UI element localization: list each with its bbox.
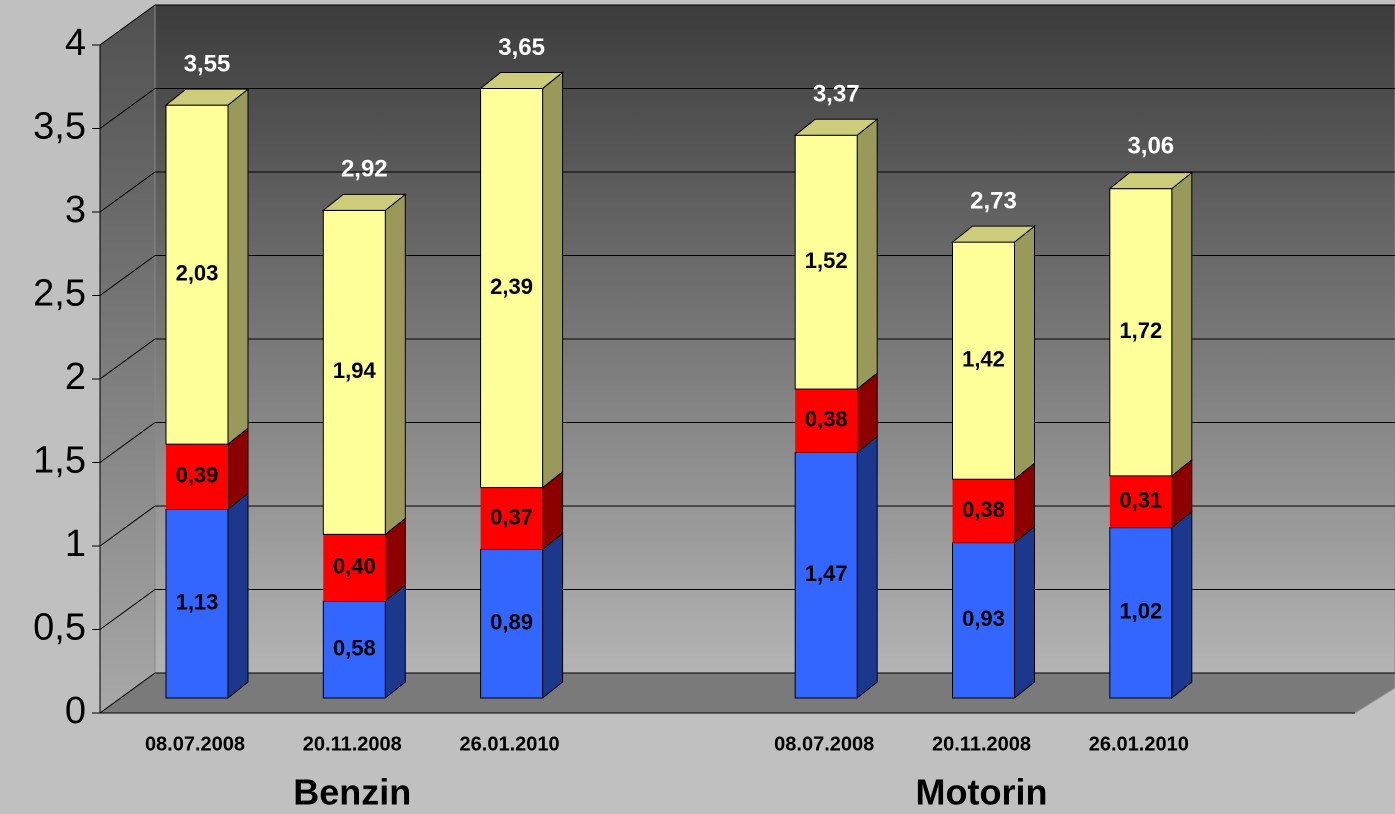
grid-line-side [99,171,156,213]
bar-side [227,88,249,446]
bar-segment [1109,475,1172,528]
grid-line-side [99,88,156,129]
bar-side [227,492,249,700]
y-tick-label: 3,5 [33,106,86,148]
bar-segment [795,389,858,453]
segment-label: 0,89 [490,609,533,634]
bar-top [164,88,250,106]
y-tick-label: 1 [65,523,86,565]
bar-segment [480,487,543,550]
y-tick-label: 0,5 [33,607,86,649]
bar-top [321,193,407,211]
segment-label: 1,52 [805,248,848,273]
total-label: 2,73 [970,187,1017,214]
segment-label: 1,02 [1119,599,1162,624]
bar-segment [1109,188,1173,477]
bar-side [542,71,564,489]
grid-line-side [99,4,156,46]
segment-label: 0,31 [1119,488,1162,513]
segment-label: 0,38 [805,407,848,432]
bar-segment [794,452,858,699]
bar-segment [952,542,1015,699]
grid-line-side [99,589,156,630]
bar-segment [166,444,228,510]
grid-line-side [99,505,156,547]
grid-line-side [99,255,156,296]
total-label: 3,37 [813,81,860,108]
segment-label: 2,39 [490,274,533,299]
bar-segment [480,87,544,489]
y-tick-label: 1,5 [33,440,86,482]
segment-label: 1,47 [805,561,848,586]
segment-label: 1,42 [962,346,1005,371]
y-tick-label: 3 [65,189,86,231]
bar-segment [480,548,544,699]
bar-segment [322,209,386,535]
bar-side [1171,171,1193,477]
x-tick-label: 20.11.2008 [303,733,402,755]
total-label: 3,55 [184,50,231,77]
bar-side [542,532,564,700]
segment-label: 0,38 [962,497,1005,522]
bar-segment [952,241,1015,480]
bar-top [793,118,879,136]
grid-line-side [99,338,156,380]
bar-segment [165,104,229,445]
x-tick-label: 08.07.2008 [145,733,245,755]
group-label: Motorin [916,772,1048,813]
total-label: 3,06 [1127,132,1174,159]
group-label: Benzin [293,772,411,813]
x-tick-label: 20.11.2008 [932,733,1031,755]
y-tick-label: 0 [65,690,86,732]
bar-segment [165,508,229,699]
segment-label: 0,93 [962,606,1005,631]
bar-side [1014,525,1035,700]
bar-segment [794,134,858,390]
segment-label: 0,39 [176,463,219,488]
segment-label: 1,72 [1119,318,1162,343]
bar-side [1171,510,1193,700]
bar-segment [323,534,386,602]
bar-side [856,118,878,391]
bar-side [384,193,406,536]
x-tick-label: 08.07.2008 [774,733,874,755]
segment-label: 0,40 [333,554,376,579]
y-tick-label: 2,5 [33,273,86,315]
bar-top [951,225,1036,243]
segment-label: 0,58 [333,635,376,660]
bar-side [384,584,406,700]
total-label: 3,65 [498,34,545,61]
segment-label: 1,94 [333,358,377,383]
bar-top [479,71,565,89]
y-tick-label: 4 [65,22,86,64]
segment-label: 2,03 [176,260,219,285]
segment-label: 1,13 [176,589,219,614]
grid-line-side [99,422,156,463]
x-tick-label: 26.01.2010 [1089,733,1189,755]
bar-side [1014,225,1035,481]
bar-segment [952,479,1015,543]
bar-segment [1109,527,1173,699]
bar-top [1108,172,1194,190]
bar-segment [322,600,386,699]
grid-line-side [99,672,156,714]
segment-label: 0,37 [490,504,533,529]
floor [98,672,1395,714]
bar-side [856,435,878,700]
y-tick-label: 2 [65,356,86,398]
x-tick-label: 26.01.2010 [460,733,560,755]
total-label: 2,92 [341,156,388,183]
